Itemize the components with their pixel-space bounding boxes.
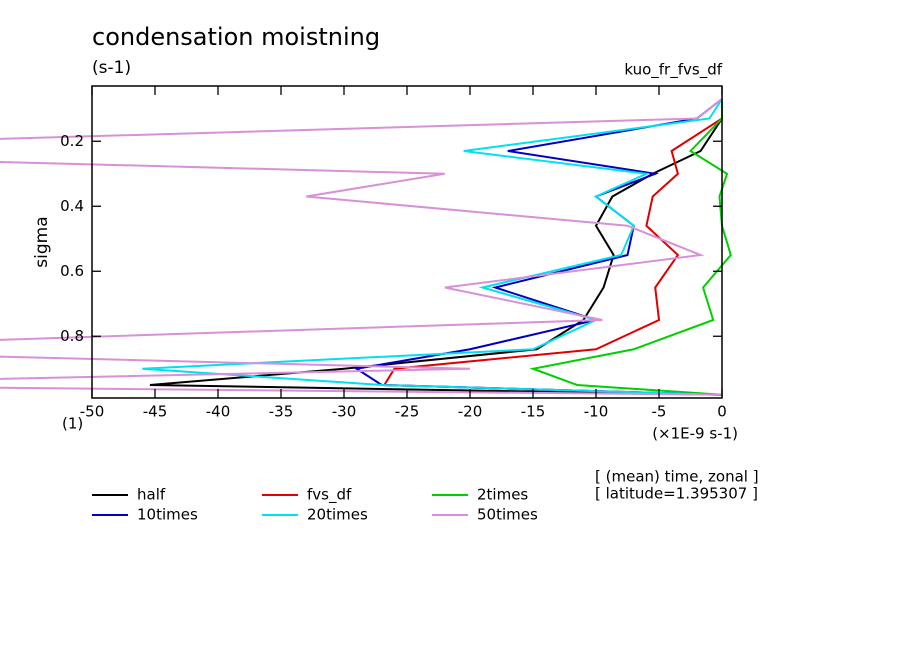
chart-subtitle: (s-1)	[92, 58, 131, 78]
x-tick-label: -40	[206, 403, 231, 421]
series-line	[529, 99, 732, 396]
y-unit-label: (1)	[62, 415, 83, 433]
legend-label: 2times	[477, 486, 528, 504]
legend-label: fvs_df	[307, 486, 352, 505]
legend-label: 10times	[137, 506, 198, 524]
series-line	[142, 98, 723, 396]
x-tick-label: -15	[521, 403, 546, 421]
y-axis-label: sigma	[32, 216, 52, 267]
y-tick-label: 0.8	[60, 327, 84, 345]
note: [ (mean) time, zonal ]	[595, 468, 759, 486]
series-line	[0, 98, 723, 396]
note: [ latitude=1.395307 ]	[595, 485, 758, 503]
series-line	[353, 98, 723, 396]
series-line	[382, 99, 723, 396]
legend-label: 20times	[307, 506, 368, 524]
run-label: kuo_fr_fvs_df	[624, 61, 722, 80]
y-tick-label: 0.2	[60, 132, 84, 150]
x-axis-label: (×1E-9 s-1)	[652, 425, 738, 443]
x-tick-label: -45	[143, 403, 168, 421]
legend-label: half	[137, 486, 166, 504]
y-tick-label: 0.4	[60, 197, 84, 215]
x-tick-label: 0	[717, 403, 727, 421]
x-tick-label: -25	[395, 403, 420, 421]
y-tick-label: 0.6	[60, 262, 84, 280]
x-tick-label: -35	[269, 403, 294, 421]
x-tick-label: -5	[652, 403, 667, 421]
x-tick-label: -50	[80, 403, 105, 421]
x-tick-label: -10	[584, 403, 609, 421]
series-line	[149, 99, 723, 396]
legend-label: 50times	[477, 506, 538, 524]
x-tick-label: -20	[458, 403, 483, 421]
chart-title: condensation moistning	[92, 23, 380, 51]
x-tick-label: -30	[332, 403, 357, 421]
